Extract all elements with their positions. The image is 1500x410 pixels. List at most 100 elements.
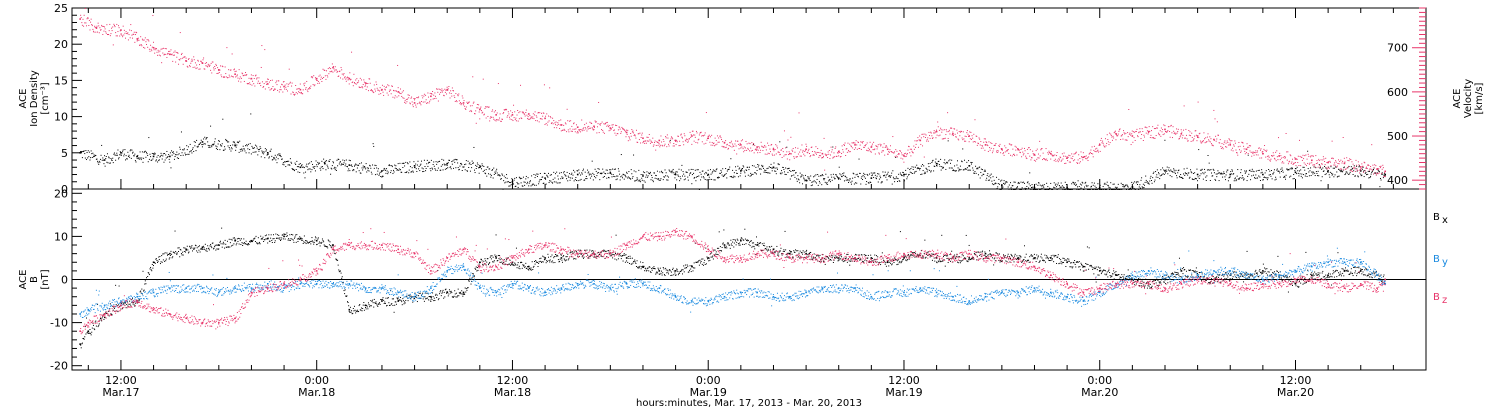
density-series-dot (1299, 173, 1301, 175)
velocity-series-dot (675, 140, 677, 142)
velocity-series-dot (647, 136, 649, 138)
density-series-dot (829, 181, 831, 183)
velocity-series-dot (473, 101, 475, 103)
density-series-dot (896, 181, 898, 183)
density-series-dot (614, 176, 616, 178)
density-series-dot (1252, 170, 1254, 172)
velocity-series-dot (996, 151, 998, 153)
velocity-series-dot (1114, 131, 1116, 133)
bx-series-point (348, 308, 351, 311)
bx-series-point (527, 265, 530, 268)
velocity-series-dot (947, 112, 949, 114)
density-series-dot (321, 166, 323, 168)
velocity-series-dot (1009, 143, 1011, 145)
velocity-series-dot (1350, 158, 1352, 160)
density-series-dot (450, 166, 452, 168)
density-series-dot (524, 181, 526, 183)
velocity-series-dot (1289, 160, 1291, 162)
velocity-series-dot (732, 145, 734, 147)
velocity-series-dot (381, 89, 383, 91)
density-series-dot (857, 175, 859, 177)
density-series-dot (804, 174, 806, 176)
density-series-dot (1290, 175, 1292, 177)
velocity-series-dot (170, 49, 172, 51)
density-series-dot (580, 174, 582, 176)
velocity-series-dot (560, 119, 562, 121)
velocity-series-dot (1118, 129, 1120, 131)
density-series-dot (111, 160, 113, 162)
velocity-series-dot (215, 63, 217, 65)
density-series-dot (1381, 173, 1383, 175)
velocity-series-dot (154, 47, 156, 49)
density-series-dot (652, 179, 654, 181)
density-series-dot (1293, 174, 1295, 176)
density-series-dot (1283, 175, 1285, 177)
velocity-series-point (462, 102, 465, 104)
density-series-dot (1049, 187, 1051, 189)
velocity-series-dot (1079, 158, 1081, 160)
density-series-dot (651, 174, 653, 176)
velocity-series-dot (478, 111, 480, 113)
density-series-point (576, 173, 579, 176)
density-series-dot (775, 170, 777, 172)
velocity-series-dot (356, 82, 358, 84)
density-series-dot (1243, 179, 1245, 181)
density-series-dot (409, 166, 411, 168)
velocity-series-dot (939, 134, 941, 136)
velocity-series-dot (1072, 155, 1074, 157)
velocity-series-dot (560, 130, 562, 132)
velocity-series-dot (1339, 168, 1341, 170)
velocity-series-dot (692, 130, 694, 132)
velocity-series-dot (401, 91, 403, 93)
velocity-series-dot (84, 22, 86, 24)
velocity-series-dot (856, 144, 858, 146)
velocity-series-dot (196, 67, 198, 69)
velocity-series-point (332, 66, 334, 69)
velocity-series-dot (329, 71, 331, 73)
density-series-dot (851, 180, 853, 182)
density-series-dot (998, 183, 1000, 185)
velocity-series-dot (1092, 156, 1094, 158)
velocity-series-dot (1107, 141, 1109, 143)
velocity-series-dot (1079, 161, 1081, 163)
density-series-dot (127, 156, 129, 158)
velocity-series-dot (1104, 138, 1106, 140)
velocity-series-dot (528, 118, 530, 120)
velocity-series-point (1213, 138, 1215, 141)
velocity-series-dot (1148, 126, 1150, 128)
density-series-dot (901, 175, 903, 177)
velocity-series-dot (168, 50, 170, 52)
velocity-series-dot (372, 91, 374, 93)
density-series-dot (301, 164, 303, 166)
density-series-dot (365, 168, 367, 170)
velocity-series-dot (867, 150, 869, 152)
density-series-dot (1091, 182, 1093, 184)
velocity-series-dot (1040, 148, 1042, 150)
density-series-dot (1289, 176, 1291, 178)
velocity-series-dot (1354, 166, 1356, 168)
velocity-series-dot (903, 153, 905, 155)
velocity-series-dot (730, 140, 732, 142)
velocity-series-dot (823, 137, 825, 139)
velocity-series-dot (913, 148, 915, 150)
density-series-dot (1189, 176, 1191, 178)
density-series-dot (235, 149, 237, 151)
density-series-dot (1321, 176, 1323, 178)
density-series-dot (203, 143, 205, 145)
velocity-series-dot (963, 138, 965, 140)
density-series-dot (674, 177, 676, 179)
density-series-dot (240, 148, 242, 150)
density-series-dot (919, 167, 921, 169)
density-series-dot (1060, 186, 1062, 188)
velocity-series-dot (796, 156, 798, 158)
bx-series-point (788, 252, 791, 255)
density-series-dot (1065, 189, 1067, 190)
density-series-dot (1064, 181, 1066, 183)
velocity-series-dot (1195, 130, 1197, 132)
velocity-series-dot (511, 119, 513, 121)
density-series-dot (688, 169, 690, 171)
velocity-series-dot (1181, 137, 1183, 139)
density-series-dot (1206, 169, 1208, 171)
velocity-series-dot (1141, 134, 1143, 136)
density-series-dot (697, 175, 699, 177)
